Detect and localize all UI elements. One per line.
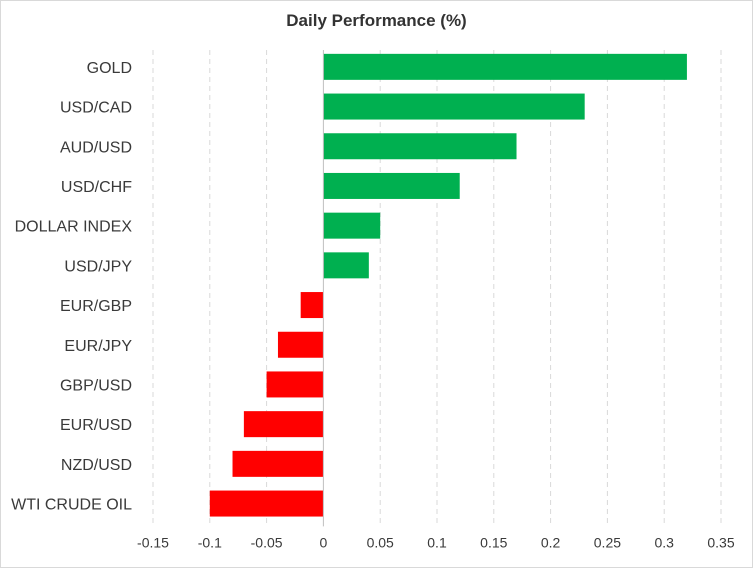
bar: [323, 53, 687, 80]
category-label: EUR/USD: [60, 417, 132, 434]
category-label: EUR/GBP: [60, 298, 132, 315]
bar: [300, 292, 324, 319]
chart-title: Daily Performance (%): [286, 11, 467, 30]
category-label: GOLD: [87, 60, 132, 77]
category-label: USD/CAD: [60, 100, 132, 117]
category-label: EUR/JPY: [64, 338, 132, 355]
bar: [323, 172, 460, 199]
category-label: DOLLAR INDEX: [15, 219, 133, 236]
category-label: USD/JPY: [64, 258, 132, 275]
bar-layer: [209, 53, 687, 517]
x-tick-label: 0.15: [480, 534, 507, 550]
label-layer: -0.15 -0.1 -0.05 0 0.05 0.1 0.15 0.2 0.25 0.3 0.35…: [11, 60, 735, 551]
x-tick-label: -0.1: [198, 534, 222, 550]
x-tick-label: 0: [320, 534, 328, 550]
x-tick-label: 0.25: [594, 534, 621, 550]
x-tick-label: 0.2: [541, 534, 561, 550]
category-label: NZD/USD: [61, 457, 132, 474]
x-tick-label: 0.35: [707, 534, 734, 550]
category-label: AUD/USD: [60, 139, 132, 156]
bar: [323, 212, 381, 239]
bar: [266, 371, 324, 398]
bar: [209, 490, 324, 517]
bar: [277, 331, 324, 358]
x-tick-label: -0.15: [137, 534, 169, 550]
bar: [323, 252, 369, 279]
grid-layer: [152, 50, 722, 527]
bar: [323, 133, 517, 160]
category-label: WTI CRUDE OIL: [11, 497, 132, 514]
x-tick-label: -0.05: [251, 534, 283, 550]
x-tick-label: 0.3: [654, 534, 674, 550]
bar: [232, 450, 324, 477]
bar: [243, 411, 324, 438]
category-label: GBP/USD: [60, 377, 132, 394]
category-label: USD/CHF: [61, 179, 132, 196]
x-tick-label: 0.1: [427, 534, 447, 550]
bar: [323, 93, 585, 120]
x-tick-label: 0.05: [367, 534, 394, 550]
